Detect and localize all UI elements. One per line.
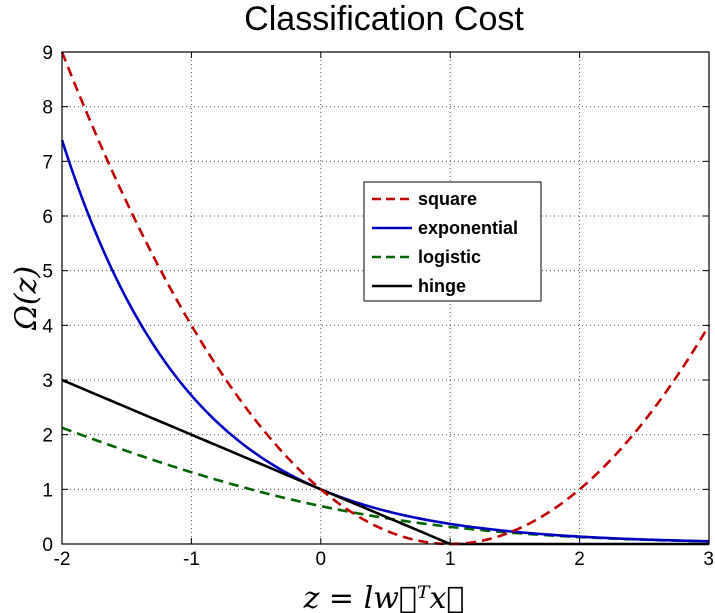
tick-layer: -2 -1 0 1 2 3 0 1 2 3 4 5 6 7 8 9 [42, 43, 714, 570]
series-line-exponential [60, 139, 710, 543]
legend: square exponential logistic hinge [363, 181, 542, 302]
x-tick-label: 2 [574, 549, 585, 570]
y-tick-label: 6 [42, 207, 53, 228]
y-tick-label: 4 [42, 316, 53, 337]
series-line-square [60, 51, 711, 546]
plot-frame [61, 51, 710, 545]
y-tick-label: 5 [42, 262, 53, 283]
y-tick-label: 8 [42, 98, 53, 119]
y-tick-label: 9 [42, 43, 53, 64]
x-tick-label: 0 [316, 549, 327, 570]
legend-label-exponential: exponential [418, 218, 518, 238]
legend-label-logistic: logistic [418, 247, 481, 267]
chart-title: Classification Cost [244, 0, 524, 38]
x-tick-label: 3 [703, 549, 714, 570]
y-tick-label: 2 [42, 426, 53, 447]
y-tick-label: 7 [42, 152, 53, 173]
y-tick-label: 1 [42, 480, 53, 501]
y-tick-label: 3 [42, 371, 53, 392]
x-tick-label: 1 [445, 549, 456, 570]
legend-items: square exponential logistic hinge [372, 189, 518, 296]
x-tick-label: -1 [183, 549, 200, 570]
y-axis-label: Ω(z) [9, 266, 44, 331]
x-tick-label: -2 [54, 549, 71, 570]
legend-label-square: square [418, 189, 477, 209]
y-tick-label: 0 [42, 535, 53, 556]
legend-label-hinge: hinge [418, 276, 466, 296]
series-layer [60, 51, 711, 546]
legend-box [363, 181, 542, 302]
x-axis-label: z = lw⃗ᵀx⃗ [303, 581, 465, 613]
